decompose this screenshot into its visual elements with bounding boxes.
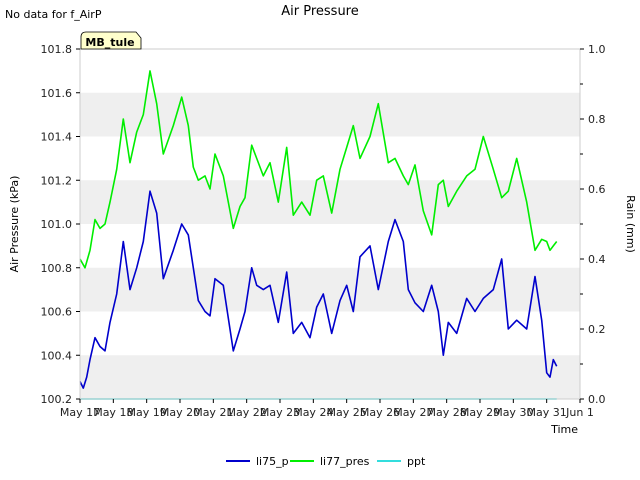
- x-tick-label: May 27: [393, 406, 433, 419]
- x-tick-label: May 18: [93, 406, 133, 419]
- y2-tick-label: 0.4: [588, 253, 606, 266]
- y-tick-label: 101.8: [41, 43, 73, 56]
- x-tick-label: May 22: [227, 406, 267, 419]
- x-tick-label: May 30: [493, 406, 533, 419]
- station-badge-label: MB_tule: [85, 36, 134, 49]
- x-tick-label: Jun 1: [565, 406, 594, 419]
- y2-axis-label: Rain (mm): [624, 195, 637, 253]
- legend-label-ppt: ppt: [407, 455, 426, 468]
- y-tick-label: 101.4: [41, 131, 73, 144]
- x-axis-label: Time: [550, 423, 578, 436]
- band: [80, 92, 580, 137]
- x-tick-label: May 28: [427, 406, 467, 419]
- y-tick-label: 100.6: [41, 306, 73, 319]
- y2-tick-label: 0.8: [588, 113, 606, 126]
- no-data-note: No data for f_AirP: [5, 8, 102, 21]
- y-axis-label: Air Pressure (kPa): [8, 176, 21, 273]
- background-bands: [80, 92, 580, 399]
- y2-tick-label: 0.6: [588, 183, 606, 196]
- x-tick-label: May 29: [460, 406, 500, 419]
- x-tick-label: May 19: [127, 406, 167, 419]
- y2-axis-ticks: 0.0 0.2 0.4 0.6 0.8 1.0: [580, 43, 606, 406]
- y-tick-label: 100.2: [41, 393, 73, 406]
- y-tick-label: 101.0: [41, 218, 73, 231]
- y-tick-label: 101.2: [41, 174, 73, 187]
- series-line-li75_p: [79, 190, 558, 389]
- band: [80, 355, 580, 399]
- x-tick-label: May 17: [60, 406, 100, 419]
- y2-tick-label: 1.0: [588, 43, 606, 56]
- chart-title: Air Pressure: [281, 4, 359, 19]
- series-line-li77_pres: [79, 70, 558, 269]
- legend-label-li77_pres: li77_pres: [320, 455, 370, 468]
- y-axis-ticks: 100.2 100.4 100.6 100.8 101.0 101.2 101.4 101.6…: [41, 43, 80, 406]
- y2-tick-label: 0.0: [588, 393, 606, 406]
- y-tick-label: 100.8: [41, 262, 73, 275]
- x-tick-label: May 21: [193, 406, 233, 419]
- x-tick-label: May 24: [293, 406, 333, 419]
- x-tick-label: May 25: [327, 406, 367, 419]
- legend-label-li75_p: li75_p: [256, 455, 289, 468]
- legend: li75_p li77_pres ppt: [226, 455, 426, 468]
- x-tick-label: May 20: [160, 406, 200, 419]
- y-tick-label: 101.6: [41, 87, 73, 100]
- x-tick-label: May 31: [527, 406, 567, 419]
- x-tick-label: May 26: [360, 406, 400, 419]
- x-tick-label: May 23: [260, 406, 300, 419]
- y-tick-label: 100.4: [41, 349, 73, 362]
- y2-tick-label: 0.2: [588, 323, 606, 336]
- station-badge: MB_tule: [80, 31, 142, 50]
